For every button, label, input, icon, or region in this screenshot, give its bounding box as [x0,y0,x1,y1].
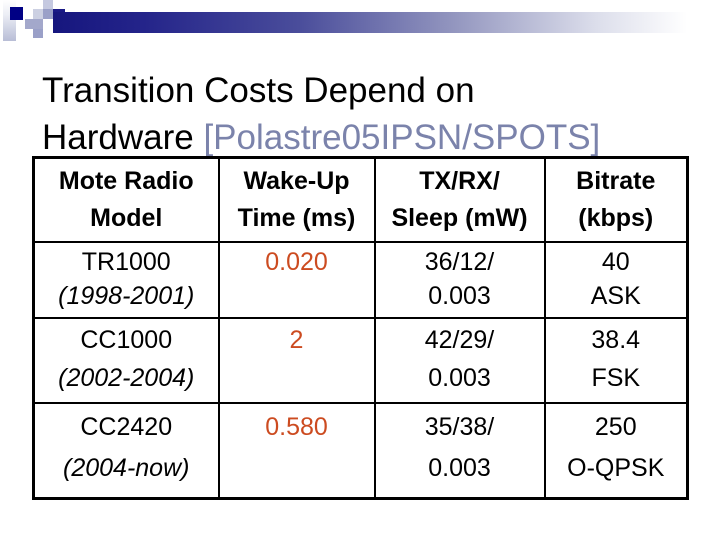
decoration-square [33,9,43,19]
decoration-gradient-bar [53,12,700,33]
table-row-cc1000: CC1000 (2002-2004) 2 42/29/0.003 38.4 FSK [32,317,689,404]
cell-modulation: ASK [590,282,641,310]
decoration-square [43,9,53,19]
cell-modulation: O-QPSK [567,454,665,482]
table-header-row: Mote Radio Model Wake-Up Time (ms) TX/RX/S… [32,156,689,243]
slide-header-decoration [0,0,720,50]
header-tx-rx-sleep: TX/RX/Sleep (mW) [373,156,546,243]
cell-power: 42/29/0.003 [373,317,546,404]
cell-model-years: (2004-now) [63,454,190,482]
cell-power: 36/12/0.003 [373,241,546,319]
header-bitrate: Bitrate (kbps) [543,156,689,243]
cell-power: 35/38/0.003 [373,402,546,500]
header-mote-radio-model: Mote Radio Model [32,156,220,243]
slide-title: Transition Costs Depend on Hardware [Pola… [42,67,702,161]
decoration-square [25,19,43,29]
title-line1: Transition Costs Depend on [42,71,475,111]
header-wakeup-time: Wake-Up Time (ms) [217,156,376,243]
cell-bitrate: 250 O-QPSK [543,402,689,500]
cell-bitrate: 38.4 FSK [543,317,689,404]
title-citation: [Polastre05IPSN/SPOTS] [203,118,601,158]
cell-model-years: (1998-2001) [58,282,195,310]
cell-modulation: FSK [591,364,641,392]
cell-bitrate: 40 ASK [543,241,689,319]
radio-comparison-table: Mote Radio Model Wake-Up Time (ms) TX/RX/S… [32,156,689,500]
decoration-square [10,7,23,20]
cell-model-years: (2002-2004) [58,364,195,392]
table-row-cc2420: CC2420 (2004-now) 0.580 35/38/0.003 250 O-… [32,402,689,500]
title-line2: Hardware [42,118,204,158]
decoration-square [33,29,43,38]
cell-wakeup: 2 [217,317,376,404]
cell-model: TR1000 (1998-2001) [32,241,220,319]
cell-model: CC1000 (2002-2004) [32,317,220,404]
cell-model: CC2420 (2004-now) [32,402,220,500]
decoration-square [43,0,53,9]
cell-wakeup: 0.580 [217,402,376,500]
table-row-tr1000: TR1000 (1998-2001) 0.020 36/12/0.003 40 AS… [32,241,689,319]
cell-wakeup: 0.020 [217,241,376,319]
